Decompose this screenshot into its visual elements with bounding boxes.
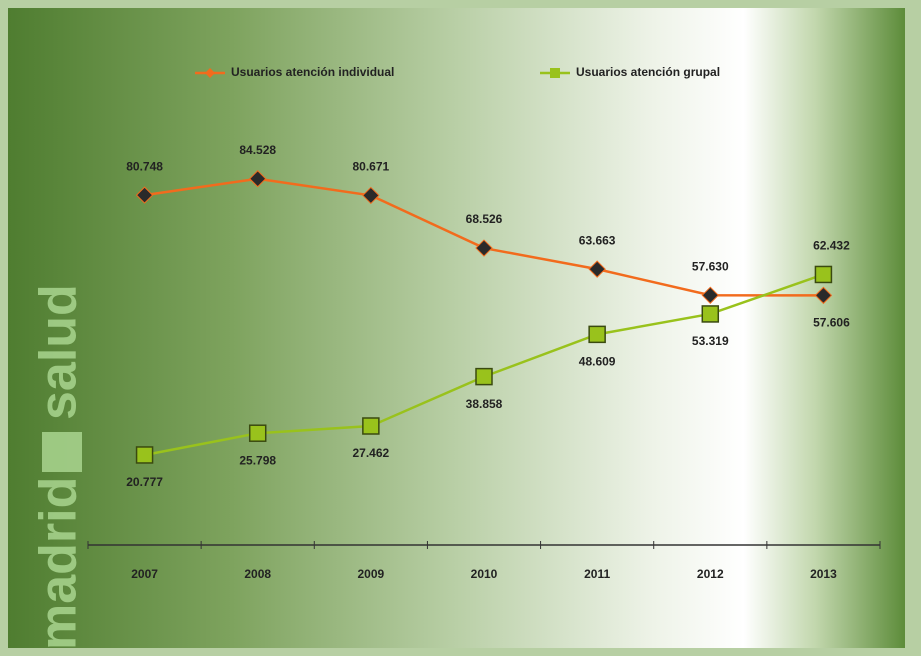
data-label: 20.777 — [126, 475, 163, 489]
marker — [249, 170, 267, 188]
legend-label: Usuarios atención individual — [231, 65, 394, 79]
watermark-text: salud — [30, 284, 88, 420]
marker — [701, 286, 719, 304]
x-tick-label: 2007 — [131, 567, 158, 581]
data-label: 84.528 — [239, 143, 276, 157]
data-label: 25.798 — [239, 453, 276, 467]
legend-label: Usuarios atención grupal — [576, 65, 720, 79]
legend-marker — [550, 68, 560, 78]
marker — [135, 186, 154, 204]
x-tick-label: 2010 — [471, 567, 498, 581]
x-tick-label: 2008 — [244, 567, 271, 581]
marker — [362, 186, 380, 205]
marker — [701, 305, 720, 323]
data-label: 57.606 — [813, 316, 850, 330]
data-label: 80.671 — [353, 160, 390, 174]
marker — [475, 239, 493, 257]
x-tick-label: 2011 — [584, 567, 610, 581]
data-label: 27.462 — [353, 446, 390, 460]
marker — [814, 286, 833, 305]
marker — [135, 446, 154, 464]
x-tick-label: 2012 — [697, 567, 724, 581]
data-label: 48.609 — [579, 355, 616, 369]
watermark-text: madrid — [30, 477, 88, 650]
watermark: madrid salud — [30, 284, 88, 650]
x-tick-label: 2013 — [810, 567, 837, 581]
data-label: 63.663 — [579, 233, 616, 247]
marker — [475, 367, 493, 386]
marker — [588, 325, 606, 344]
data-label: 80.748 — [126, 159, 163, 173]
marker — [588, 260, 606, 278]
legend-marker — [205, 68, 215, 78]
marker — [248, 424, 267, 442]
marker — [362, 417, 380, 435]
marker — [814, 265, 833, 284]
logo — [42, 432, 82, 472]
data-label: 68.526 — [466, 212, 503, 226]
panel — [8, 8, 905, 648]
data-label: 62.432 — [813, 239, 850, 253]
data-label: 38.858 — [466, 397, 503, 411]
data-label: 53.319 — [692, 334, 729, 348]
data-label: 57.630 — [692, 259, 729, 273]
x-tick-label: 2009 — [358, 567, 385, 581]
